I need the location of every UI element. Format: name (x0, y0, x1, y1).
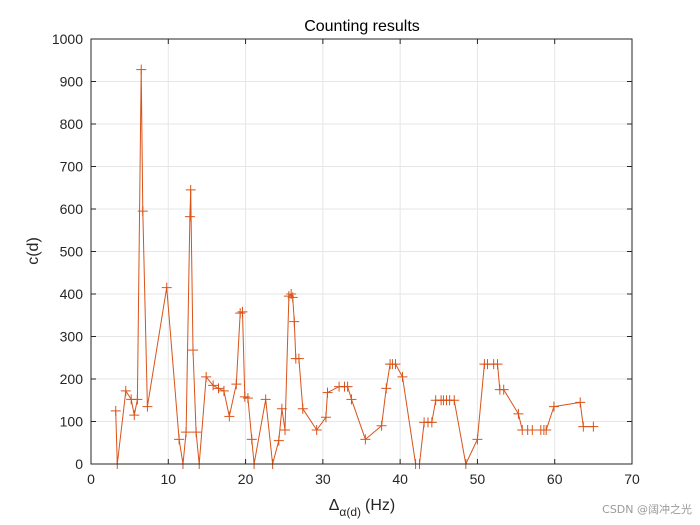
y-tick-label: 700 (60, 159, 84, 175)
data-point (548, 401, 559, 412)
y-tick-label: 200 (60, 371, 84, 387)
data-point (527, 425, 538, 435)
x-axis-label-symbol: Δ (329, 497, 340, 514)
data-point (492, 359, 503, 370)
data-point (260, 394, 271, 405)
y-tick-label: 600 (60, 201, 84, 217)
data-point (541, 425, 552, 435)
x-tick-label: 30 (315, 471, 331, 487)
data-point (588, 421, 599, 432)
data-point (201, 371, 212, 382)
y-tick-label: 1000 (52, 31, 83, 47)
data-point (513, 408, 524, 419)
data-point (311, 425, 322, 435)
data-point (184, 211, 195, 222)
data-point (161, 282, 172, 293)
y-tick-label: 0 (75, 456, 83, 472)
data-point (575, 397, 586, 408)
data-point (136, 64, 147, 75)
data-point (297, 403, 308, 414)
data-point (449, 395, 460, 406)
data-point (293, 353, 304, 364)
data-point (246, 434, 257, 445)
data-point (322, 387, 333, 398)
data-point (287, 292, 298, 303)
data-point (289, 316, 300, 327)
data-point (142, 401, 153, 412)
data-point (426, 417, 437, 428)
x-tick-label: 40 (392, 471, 408, 487)
watermark: CSDN @阔冲之光 (602, 503, 692, 516)
data-point (110, 405, 121, 416)
x-axis-label-unit: (Hz) (365, 497, 395, 514)
data-point (174, 434, 185, 445)
data-point (132, 394, 143, 405)
data-point (381, 383, 392, 394)
data-point (185, 184, 196, 195)
data-point (397, 371, 408, 382)
data-point (235, 308, 246, 319)
data-point (279, 425, 290, 435)
data-point (276, 403, 287, 414)
data-point (342, 381, 353, 392)
data-point (231, 379, 242, 390)
data-point (360, 434, 371, 445)
x-tick-label: 20 (238, 471, 254, 487)
y-tick-label: 400 (60, 286, 84, 302)
y-axis-label: c(d) (25, 237, 42, 265)
data-point (472, 434, 483, 445)
data-point (213, 383, 224, 394)
data-point (208, 380, 219, 391)
data-point (181, 427, 192, 438)
data-point (224, 411, 235, 422)
data-point (137, 206, 148, 217)
data-point (188, 345, 199, 356)
x-tick-label: 0 (87, 471, 95, 487)
data-point (120, 385, 131, 396)
y-axis: 0 100 200 300 400 500 600 700 800 900 1000 (52, 31, 632, 472)
x-axis-label: Δα(d) (Hz) (329, 497, 396, 519)
y-tick-label: 900 (60, 74, 84, 90)
x-axis-label-subscript: α(d) (339, 505, 361, 519)
data-point (129, 410, 140, 421)
x-tick-label: 50 (470, 471, 486, 487)
x-tick-label: 60 (547, 471, 563, 487)
data-point (237, 306, 248, 317)
x-tick-label: 10 (160, 471, 176, 487)
data-point (273, 435, 284, 446)
y-tick-label: 500 (60, 244, 84, 260)
data-point (376, 420, 387, 431)
data-point (346, 394, 357, 405)
data-point (320, 412, 331, 423)
y-tick-label: 100 (60, 414, 84, 430)
y-tick-label: 300 (60, 329, 84, 345)
y-tick-label: 800 (60, 116, 84, 132)
data-point (578, 421, 589, 432)
x-tick-label: 70 (624, 471, 640, 487)
data-point (283, 291, 294, 302)
data-point (390, 359, 401, 370)
data-point (191, 427, 202, 438)
x-axis: 0 10 20 30 40 50 60 70 (87, 39, 640, 487)
data-point (498, 384, 509, 395)
data-point (242, 393, 253, 404)
data-point (218, 385, 229, 396)
chart-title: Counting results (304, 18, 420, 35)
